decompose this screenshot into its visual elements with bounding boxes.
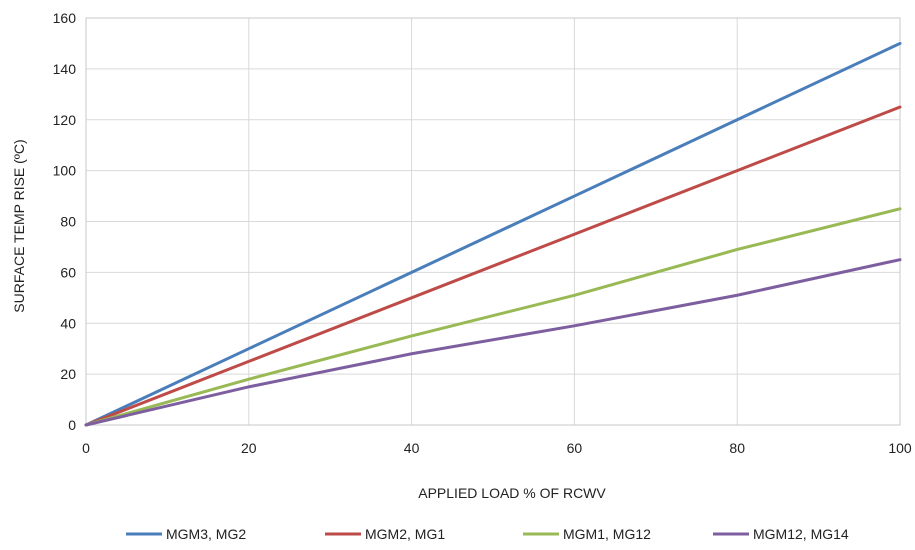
y-tick-label: 140 xyxy=(53,61,77,77)
y-axis-tick-labels: 0 20 40 60 80 100 120 140 160 xyxy=(53,10,77,433)
y-tick-label: 60 xyxy=(60,264,76,280)
x-axis-title: APPLIED LOAD % OF RCWV xyxy=(418,485,606,501)
y-tick-label: 40 xyxy=(60,315,76,331)
x-axis-tick-labels: 0 20 40 60 80 100 xyxy=(82,440,912,456)
series-line-3 xyxy=(86,209,900,425)
x-tick-label: 20 xyxy=(241,440,257,456)
y-tick-label: 120 xyxy=(53,112,77,128)
y-axis-title: SURFACE TEMP RISE (ºC) xyxy=(11,139,27,312)
legend-label: MGM3, MG2 xyxy=(166,526,246,542)
legend: MGM3, MG2 MGM2, MG1 MGM1, MG12 MGM12, MG14 xyxy=(126,526,849,542)
legend-item-1: MGM3, MG2 xyxy=(126,526,246,542)
series-line-1 xyxy=(86,43,900,425)
y-tick-label: 0 xyxy=(68,417,76,433)
legend-item-2: MGM2, MG1 xyxy=(325,526,445,542)
series-line-4 xyxy=(86,260,900,425)
legend-item-4: MGM12, MG14 xyxy=(713,526,849,542)
series-lines xyxy=(86,43,900,425)
legend-item-3: MGM1, MG12 xyxy=(523,526,651,542)
x-tick-label: 100 xyxy=(888,440,912,456)
y-tick-label: 160 xyxy=(53,10,77,26)
legend-label: MGM12, MG14 xyxy=(753,526,849,542)
x-tick-label: 40 xyxy=(404,440,420,456)
legend-label: MGM1, MG12 xyxy=(563,526,651,542)
y-tick-label: 80 xyxy=(60,214,76,230)
y-tick-label: 20 xyxy=(60,366,76,382)
y-tick-label: 100 xyxy=(53,163,77,179)
grid-lines xyxy=(86,18,900,425)
series-line-2 xyxy=(86,107,900,425)
x-tick-label: 60 xyxy=(567,440,583,456)
x-tick-label: 0 xyxy=(82,440,90,456)
legend-label: MGM2, MG1 xyxy=(365,526,445,542)
x-tick-label: 80 xyxy=(729,440,745,456)
